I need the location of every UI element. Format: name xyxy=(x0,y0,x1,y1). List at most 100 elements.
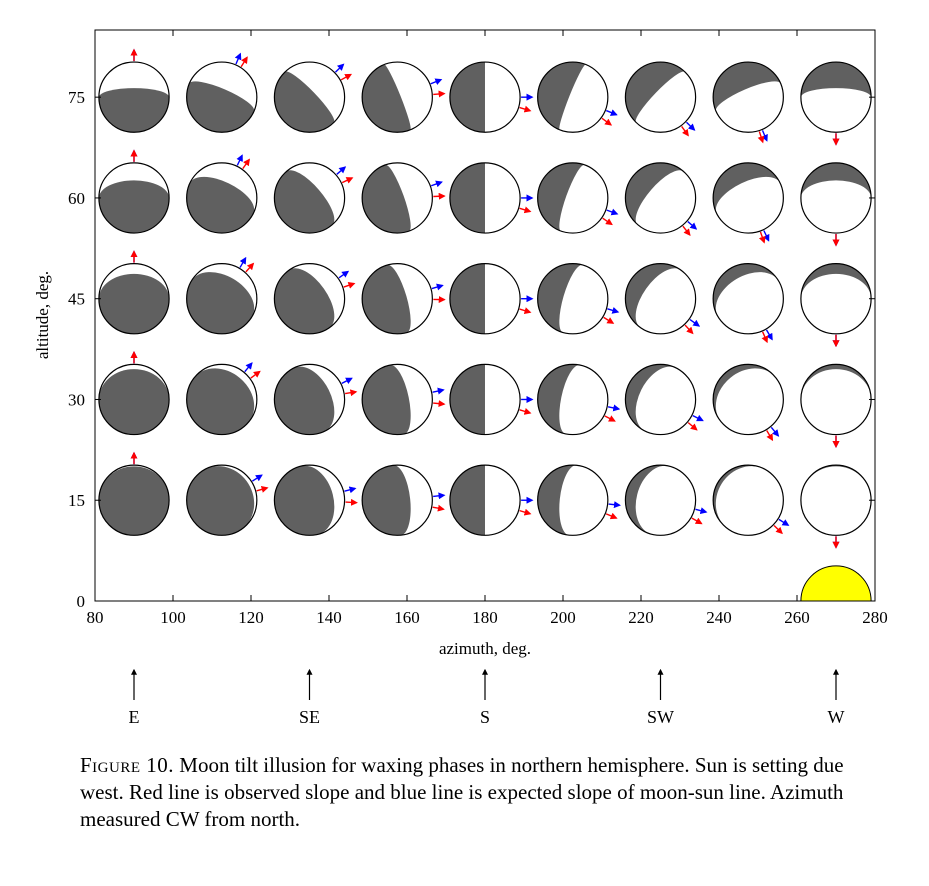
moon-outline xyxy=(361,263,433,335)
moon-outline xyxy=(537,162,609,234)
moon-outline xyxy=(449,61,521,133)
moon-dark-part xyxy=(625,465,670,535)
y-tick-label: 60 xyxy=(68,189,85,208)
moon-dark-part xyxy=(449,465,485,536)
moon-outline xyxy=(449,162,521,234)
moon-disk xyxy=(273,464,358,536)
moon-dark-part xyxy=(274,268,335,334)
moon-disk xyxy=(624,464,708,536)
moon-dark-part xyxy=(186,272,255,334)
y-tick-label: 45 xyxy=(68,290,85,309)
moon-dark-part xyxy=(186,368,255,435)
moon-disk xyxy=(273,363,358,436)
expected-slope-arrow xyxy=(778,518,790,526)
moon-outline xyxy=(624,263,697,335)
moon-lit-disk xyxy=(800,364,872,435)
expected-slope-arrow xyxy=(336,166,347,175)
moon-disk xyxy=(712,363,784,442)
moon-dark-part xyxy=(186,176,255,234)
moon-dark-part xyxy=(449,62,485,133)
caption-text: Moon tilt illusion for waxing phases in … xyxy=(80,753,844,831)
moon-lit-disk xyxy=(713,364,784,435)
moon-outline xyxy=(712,263,784,335)
moon-dark-part xyxy=(713,162,780,214)
moon-disk xyxy=(98,451,170,536)
axis-ticks: 80 100 120 140 160 180 200 220 240 260 280 0 15 30 45 6… xyxy=(68,30,888,627)
expected-slope-arrow xyxy=(685,121,696,131)
figure-caption: Figure 10. Moon tilt illusion for waxing… xyxy=(80,752,850,833)
observed-slope-arrow xyxy=(343,282,356,289)
moon-disk xyxy=(273,61,353,133)
observed-slope-arrow xyxy=(687,422,698,431)
expected-slope-arrow xyxy=(234,52,242,65)
observed-slope-arrow xyxy=(519,408,532,415)
moon-outline xyxy=(712,162,784,234)
expected-slope-arrow xyxy=(344,486,357,494)
moon-outline xyxy=(537,263,609,335)
moon-disk xyxy=(186,464,269,536)
observed-slope-arrow xyxy=(340,73,353,81)
moon-outline xyxy=(273,162,346,234)
compass-label: S xyxy=(480,707,490,727)
moon-dark-part xyxy=(362,465,411,536)
moon-dark-part xyxy=(274,366,335,435)
moon-dark-part xyxy=(449,364,485,435)
expected-slope-arrow xyxy=(761,130,768,142)
observed-slope-arrow xyxy=(601,117,613,126)
moon-outline xyxy=(186,363,258,436)
compass-label: SW xyxy=(647,707,674,727)
expected-slope-arrow xyxy=(607,307,620,314)
expected-slope-arrow xyxy=(765,329,773,341)
observed-slope-arrow xyxy=(519,206,532,214)
moon-dark-part xyxy=(362,264,411,334)
observed-slope-arrow xyxy=(604,415,616,422)
moon-outline xyxy=(537,61,609,133)
moon-disk xyxy=(273,162,354,234)
x-axis-label: azimuth, deg. xyxy=(439,639,531,658)
expected-slope-arrow xyxy=(244,362,253,373)
moon-disk xyxy=(537,263,620,335)
moon-dark-part xyxy=(625,62,685,123)
moon-disk xyxy=(800,263,872,348)
moon-dark-part xyxy=(362,64,411,133)
expected-slope-arrow xyxy=(251,474,263,482)
moon-outline xyxy=(186,263,258,335)
moon-outline xyxy=(624,61,697,133)
moon-outline xyxy=(712,61,784,133)
compass-label: W xyxy=(828,707,845,727)
observed-slope-arrow xyxy=(691,517,703,525)
moon-outline xyxy=(624,162,697,234)
moon-disk xyxy=(273,263,356,335)
moon-disk xyxy=(361,464,446,536)
moon-outline xyxy=(361,61,433,133)
moon-disk xyxy=(712,61,784,144)
expected-slope-arrow xyxy=(762,230,770,242)
moon-disk xyxy=(537,61,618,133)
x-tick-label: 280 xyxy=(862,608,888,627)
moon-dark-part xyxy=(625,263,681,328)
observed-slope-arrow xyxy=(519,105,532,113)
moon-dark-part xyxy=(537,62,586,130)
observed-slope-arrow xyxy=(603,316,615,324)
y-tick-label: 30 xyxy=(68,390,85,409)
moon-outline xyxy=(361,464,433,536)
moon-outline xyxy=(449,263,521,335)
moon-outline xyxy=(273,61,346,133)
expected-slope-arrow xyxy=(341,377,353,385)
moon-disk xyxy=(361,61,446,133)
expected-slope-arrow xyxy=(606,208,619,216)
observed-slope-arrow xyxy=(519,508,532,516)
expected-slope-arrow xyxy=(430,78,443,86)
compass-label: E xyxy=(129,707,140,727)
compass-directions: E SE S SW W xyxy=(129,668,845,727)
observed-slope-arrow xyxy=(766,430,774,442)
expected-slope-arrow xyxy=(431,283,444,291)
moon-dark-part xyxy=(98,369,170,435)
observed-slope-arrow xyxy=(757,131,765,144)
moon-outline xyxy=(712,464,784,536)
moon-disk xyxy=(98,250,170,335)
observed-slope-arrow xyxy=(758,231,766,244)
expected-slope-arrow xyxy=(606,109,618,116)
moon-disk xyxy=(361,363,446,436)
moon-dark-part xyxy=(800,162,872,198)
